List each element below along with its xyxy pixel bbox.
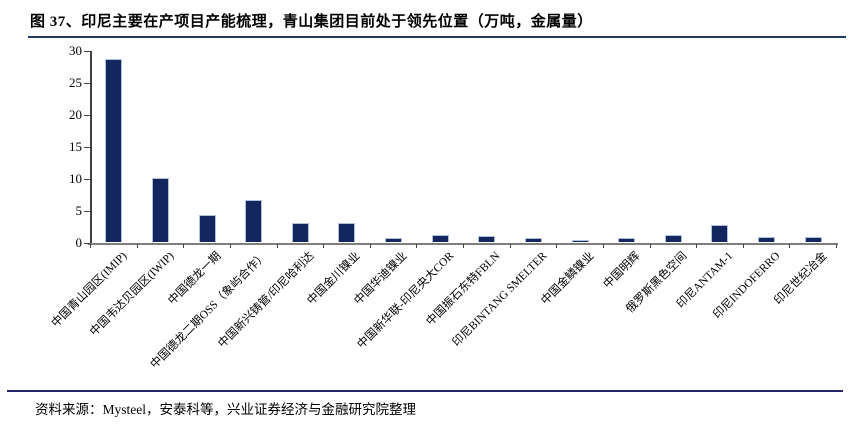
x-axis-tick [369,244,371,248]
x-axis-tick [836,244,837,248]
bar-4 [245,200,263,242]
x-axis-tick [556,244,558,248]
y-axis-tick [84,115,90,116]
bar-3 [198,215,216,242]
bar-9 [478,235,496,242]
x-axis-tick [602,244,604,248]
x-axis-tick [323,244,325,248]
y-axis-tick [84,243,90,244]
x-axis-tick [463,244,464,248]
y-axis-tick [84,51,90,52]
bar-16 [804,236,822,242]
x-axis-category-label: 中国金鳞镍业 [538,250,597,308]
bar-12 [618,237,636,242]
x-axis-tick [509,244,511,248]
x-axis-tick [276,244,278,248]
source-divider [7,390,843,392]
bar-1 [105,58,123,242]
x-axis-tick [229,244,231,248]
x-axis-category-label: 中国华迪镍业 [352,250,410,308]
bar-13 [664,234,682,242]
x-axis-tick [416,244,418,248]
x-axis-tick [136,244,138,248]
bar-2 [151,177,169,242]
figure-title: 图 37、印尼主要在产项目产能梳理，青山集团目前处于领先位置（万吨，金属量） [30,14,593,30]
bar-11 [571,240,589,242]
y-axis-tick-label: 0 [75,235,83,250]
x-axis-category-label: 中国韦达贝园区(IWIP) [87,250,177,339]
bar-14 [711,225,729,242]
x-axis-category-label: 中国振石东特FBLN [424,250,503,329]
source-note: 资料来源：Mysteel，安泰科等，兴业证券经济与金融研究院整理 [35,402,416,417]
x-axis-category-label: 印尼BINTANG SMELTER [450,250,550,350]
y-axis-tick [84,211,90,212]
y-axis-tick-label: 15 [69,139,82,154]
y-axis-tick-label: 10 [69,171,82,186]
y-axis-tick-label: 25 [69,75,82,90]
y-axis-tick-label: 30 [69,43,82,58]
y-axis-tick-label: 5 [75,203,83,218]
x-axis-tick [742,244,744,248]
bar-15 [758,236,776,242]
title-underline [28,36,846,38]
x-axis-category-label: 中国德龙二期OSS（象屿合作） [148,250,270,371]
bar-5 [291,223,309,242]
x-axis-tick [183,244,185,248]
bar-10 [524,238,542,242]
x-axis-category-label: 中国新兴铸管/印尼哈利达 [216,250,317,351]
x-axis-category-label: 印尼ANTAM-1 [675,250,736,311]
x-axis-tick [90,244,91,248]
y-axis-tick [84,83,90,84]
x-axis-category-label: 俄罗斯黑色空间 [623,250,690,316]
bar-chart: 0 5 10 15 20 25 30 中国青山园区(IMIP) 中国韦达贝园区(IWIP) 中国德… [50,43,838,371]
bar-8 [431,234,449,242]
x-axis-category-label: 中国德龙一期 [165,250,224,308]
x-axis-category-label: 中国金川镍业 [305,250,363,308]
x-axis-category-label: 中国青山园区(IMIP) [49,250,130,330]
x-axis-tick [789,244,791,248]
bar-7 [385,237,403,242]
x-axis-category-label: 印尼INDOFERRO [711,250,783,322]
x-axis-category-label: 印尼世纪冶金 [771,250,830,308]
x-axis-category-label: 中国明辉 [601,250,643,292]
y-axis-tick-label: 20 [69,107,82,122]
y-axis-tick [84,147,90,148]
x-axis-tick [649,244,651,248]
x-axis-category-label: 中国新华联-印尼央大COR [355,250,457,352]
y-axis-line [90,51,92,244]
y-axis-tick [84,179,90,180]
x-axis-tick [696,244,698,248]
bar-6 [338,223,356,242]
